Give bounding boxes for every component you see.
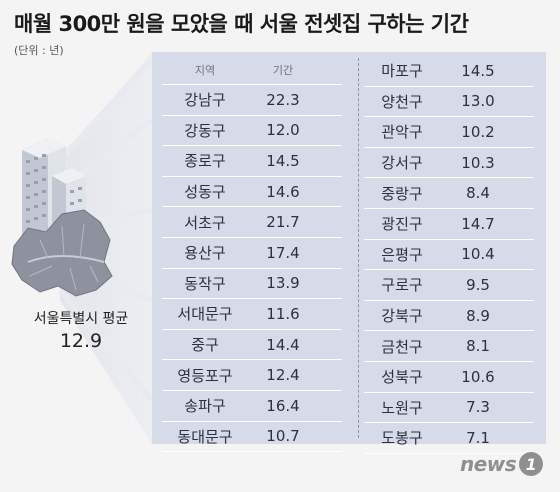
period-value: 14.5	[266, 151, 300, 170]
table-row: 구로구 9.5	[364, 270, 534, 301]
table-row: 도봉구 7.1	[364, 423, 534, 454]
period-value: 10.7	[266, 427, 300, 446]
region-name: 영등포구	[177, 366, 233, 385]
period-value: 12.0	[266, 121, 300, 140]
average-value: 12.9	[59, 330, 103, 352]
period-value: 13.9	[266, 274, 300, 293]
table-row: 중랑구 8.4	[364, 178, 534, 209]
period-value: 22.3	[266, 90, 300, 109]
region-name: 관악구	[381, 123, 423, 142]
region-name: 마포구	[381, 62, 423, 81]
region-name: 중구	[191, 336, 219, 355]
header-period: 기간	[272, 64, 294, 77]
period-value: 14.7	[461, 214, 495, 233]
apartment-building-icon	[22, 138, 86, 248]
region-name: 강서구	[381, 154, 423, 173]
table-row: 강서구 10.3	[364, 148, 534, 179]
period-value: 8.9	[466, 306, 490, 325]
table-row: 서초구 21.7	[162, 207, 342, 238]
table-row: 광진구 14.7	[364, 209, 534, 240]
table-row: 서대문구 11.6	[162, 299, 342, 330]
table-row: 종로구 14.5	[162, 146, 342, 177]
region-name: 은평구	[381, 245, 423, 264]
period-value: 11.6	[266, 304, 300, 323]
region-name: 양천구	[381, 92, 423, 111]
illustration	[11, 138, 113, 297]
period-value: 10.3	[461, 153, 495, 172]
region-name: 중랑구	[381, 184, 423, 203]
region-name: 강북구	[381, 307, 423, 326]
region-name: 서대문구	[177, 305, 233, 324]
logo-text: news	[460, 452, 517, 476]
period-value: 8.1	[466, 337, 490, 356]
region-name: 노원구	[381, 398, 423, 417]
period-value: 7.3	[466, 398, 490, 417]
period-table: 지역 기간 강남구 22.3 강동구 12.0 종로구 14.5 성동구 14.6 서초구 21.…	[152, 52, 546, 454]
table-row: 마포구 14.5	[364, 56, 534, 87]
period-value: 16.4	[266, 396, 300, 415]
average-label: 서울특별시 평균	[33, 311, 129, 327]
region-name: 강동구	[184, 121, 226, 140]
region-name: 용산구	[184, 244, 226, 263]
region-name: 종로구	[184, 152, 226, 171]
period-value: 14.6	[266, 182, 300, 201]
table-row: 송파구 16.4	[162, 391, 342, 422]
table-row: 동대문구 10.7	[162, 422, 342, 453]
table-column-right: 마포구 14.5 양천구 13.0 관악구 10.2 강서구 10.3 중랑구 8.4 광진구 14.…	[364, 56, 534, 454]
region-name: 도봉구	[381, 429, 423, 448]
period-value: 8.4	[466, 184, 490, 203]
period-value: 9.5	[466, 275, 490, 294]
table-row: 성동구 14.6	[162, 177, 342, 208]
table-row: 용산구 17.4	[162, 238, 342, 269]
table-column-left: 지역 기간 강남구 22.3 강동구 12.0 종로구 14.5 성동구 14.6 서초구 21.…	[162, 56, 342, 453]
region-name: 동작구	[184, 274, 226, 293]
seoul-map-icon	[11, 209, 113, 297]
region-name: 성북구	[381, 368, 423, 387]
period-value: 14.5	[461, 61, 495, 80]
region-name: 구로구	[381, 276, 423, 295]
region-name: 동대문구	[177, 427, 233, 446]
period-value: 10.2	[461, 122, 495, 141]
period-value: 10.6	[461, 367, 495, 386]
period-value: 10.4	[461, 245, 495, 264]
news1-logo: news 1	[460, 452, 544, 476]
table-row: 동작구 13.9	[162, 269, 342, 300]
period-value: 7.1	[466, 428, 490, 447]
region-name: 강남구	[184, 91, 226, 110]
table-row: 은평구 10.4	[364, 240, 534, 271]
table-row: 성북구 10.6	[364, 362, 534, 393]
column-divider	[358, 58, 359, 438]
table-row: 금천구 8.1	[364, 331, 534, 362]
table-row: 영등포구 12.4	[162, 360, 342, 391]
region-name: 금천구	[381, 337, 423, 356]
period-value: 12.4	[266, 366, 300, 385]
page-title: 매월 300만 원을 모았을 때 서울 전셋집 구하는 기간	[14, 12, 469, 36]
table-row: 강남구 22.3	[162, 85, 342, 116]
table-row: 중구 14.4	[162, 330, 342, 361]
table-row: 양천구 13.0	[364, 87, 534, 118]
table-row: 강북구 8.9	[364, 301, 534, 332]
region-name: 광진구	[381, 215, 423, 234]
table-header: 지역 기간	[162, 56, 342, 85]
table-row: 노원구 7.3	[364, 393, 534, 424]
table-row: 강동구 12.0	[162, 116, 342, 147]
table-row: 관악구 10.2	[364, 117, 534, 148]
period-value: 14.4	[266, 335, 300, 354]
period-value: 13.0	[461, 92, 495, 111]
header-region: 지역	[194, 64, 216, 77]
unit-label: (단위 : 년)	[14, 44, 64, 57]
region-name: 송파구	[184, 397, 226, 416]
region-name: 성동구	[184, 183, 226, 202]
region-name: 서초구	[184, 213, 226, 232]
period-value: 17.4	[266, 243, 300, 262]
logo-badge: 1	[519, 452, 544, 476]
period-value: 21.7	[266, 213, 300, 232]
